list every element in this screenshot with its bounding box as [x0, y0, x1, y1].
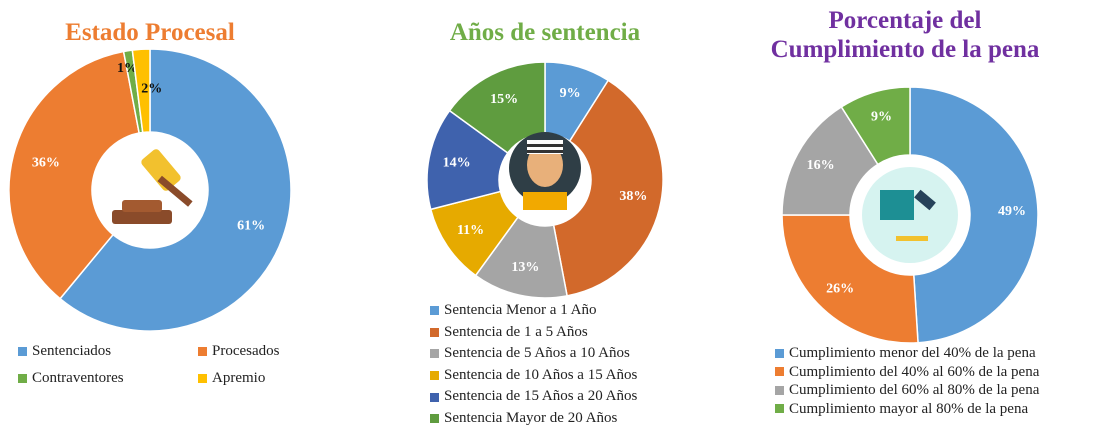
- legend-swatch: [18, 374, 27, 383]
- data-label: 38%: [619, 189, 647, 204]
- legend-item: Sentencia Menor a 1 Año: [430, 300, 637, 322]
- legend-label: Cumplimiento del 40% al 60% de la pena: [789, 363, 1039, 382]
- legend-swatch: [18, 347, 27, 356]
- legend-item: Sentencia Mayor de 20 Años: [430, 408, 637, 430]
- chart-title: Porcentaje del Cumplimiento de la pena: [760, 6, 1050, 64]
- data-label: 13%: [511, 260, 539, 275]
- legend-item: Sentencia de 1 a 5 Años: [430, 322, 637, 344]
- chart-title: Años de sentencia: [400, 18, 690, 47]
- justice-icon: [862, 167, 958, 263]
- prisoner-icon: [509, 132, 581, 210]
- legend-label: Sentencia de 5 Años a 10 Años: [444, 343, 630, 365]
- data-label: 14%: [443, 155, 471, 170]
- legend-swatch: [430, 393, 439, 402]
- legend-swatch: [775, 386, 784, 395]
- legend-swatch: [775, 367, 784, 376]
- legend-swatch: [430, 328, 439, 337]
- legend-item: Sentencia de 5 Años a 10 Años: [430, 343, 637, 365]
- legend-label: Contraventores: [32, 370, 124, 387]
- data-label: 9%: [871, 109, 892, 124]
- legend-swatch: [430, 306, 439, 315]
- legend-item: Cumplimiento mayor al 80% de la pena: [775, 400, 1039, 419]
- legend-label: Sentenciados: [32, 343, 111, 360]
- legend-swatch: [198, 347, 207, 356]
- data-label: 2%: [141, 81, 162, 96]
- legend-swatch: [430, 371, 439, 380]
- gavel-icon: [112, 148, 193, 224]
- legend-item: Procesados: [198, 343, 318, 360]
- page: 61%36%1%2%9%38%13%11%14%15%49%26%16%9% (…: [0, 0, 1101, 426]
- data-label: 15%: [490, 92, 518, 107]
- legend-label: Sentencia de 15 Años a 20 Años: [444, 386, 637, 408]
- legend-item: Cumplimiento del 60% al 80% de la pena: [775, 381, 1039, 400]
- legend-label: Sentencia Menor a 1 Año: [444, 300, 596, 322]
- legend-label: Sentencia de 10 Años a 15 Años: [444, 365, 637, 387]
- chart-title: Estado Procesal: [10, 18, 290, 47]
- data-label: 49%: [998, 204, 1026, 219]
- data-label: 11%: [457, 223, 484, 238]
- legend-item: Cumplimiento del 40% al 60% de la pena: [775, 363, 1039, 382]
- data-label: 61%: [237, 219, 265, 234]
- legend-label: Procesados: [212, 343, 280, 360]
- legend-label: Cumplimiento del 60% al 80% de la pena: [789, 381, 1039, 400]
- legend-label: Sentencia de 1 a 5 Años: [444, 322, 588, 344]
- data-label: 36%: [32, 155, 60, 170]
- legend-item: Sentencia de 15 Años a 20 Años: [430, 386, 637, 408]
- legend-item: Apremio: [198, 370, 318, 387]
- legend-swatch: [430, 414, 439, 423]
- legend-label: Sentencia Mayor de 20 Años: [444, 408, 617, 430]
- legend-label: Cumplimiento mayor al 80% de la pena: [789, 400, 1028, 419]
- data-label: 26%: [826, 282, 854, 297]
- legend-swatch: [775, 349, 784, 358]
- legend-item: Contraventores: [18, 370, 198, 387]
- legend-swatch: [430, 349, 439, 358]
- data-label: 16%: [807, 158, 835, 173]
- legend-item: Sentenciados: [18, 343, 198, 360]
- legend-swatch: [198, 374, 207, 383]
- legend-item: Cumplimiento menor del 40% de la pena: [775, 344, 1039, 363]
- legend-label: Apremio: [212, 370, 265, 387]
- legend-item: Sentencia de 10 Años a 15 Años: [430, 365, 637, 387]
- legend-swatch: [775, 404, 784, 413]
- legend: Sentenciados Procesados Contraventores Apre…: [18, 343, 318, 387]
- legend-label: Cumplimiento menor del 40% de la pena: [789, 344, 1036, 363]
- data-label: 9%: [560, 86, 581, 101]
